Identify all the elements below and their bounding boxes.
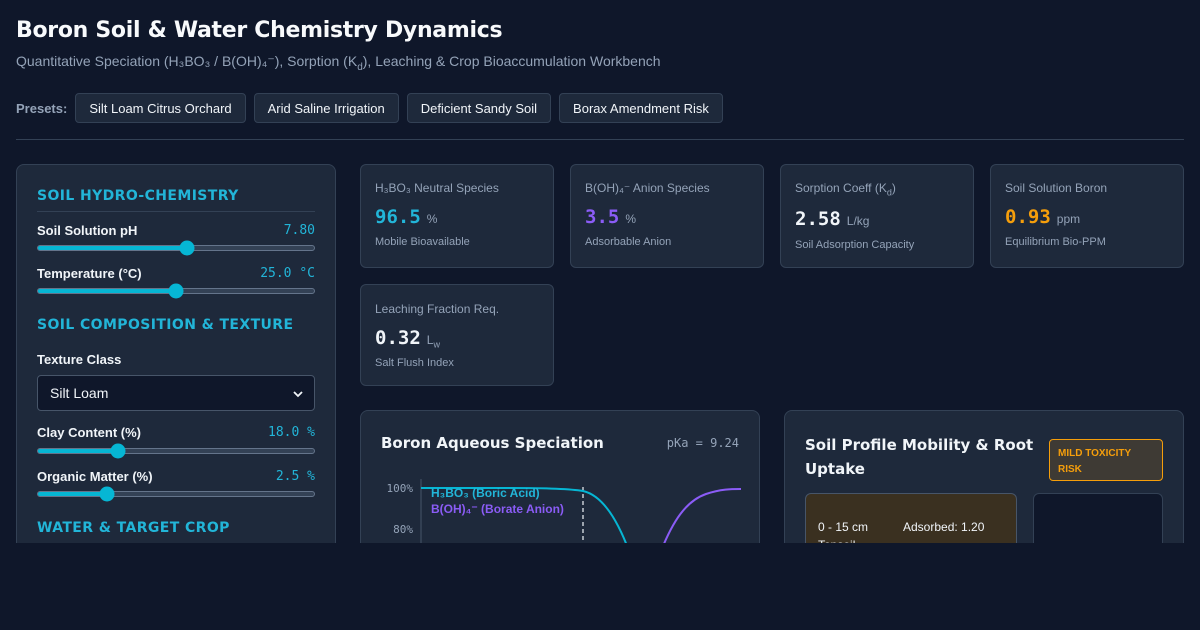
temperature-slider[interactable] [37,283,315,299]
metric-value: 0.32 Lw [375,327,440,350]
speciation-chart: 100% 80% H₃BO₃ (Boric Acid) B(OH)₄⁻ (Bor… [387,479,742,609]
metric-label: H₃BO₃ Neutral Species [375,181,499,195]
metric-card-neutral: H₃BO₃ Neutral Species 96.5% Mobile Bioav… [360,164,554,268]
y-tick-label: 100% [387,482,414,495]
chevron-down-icon [293,391,303,398]
metric-value: 3.5% [585,206,636,228]
temperature-value: 25.0 °C [260,266,315,281]
header-divider [16,139,1184,140]
ph-value: 7.80 [283,223,315,238]
organic-matter-value: 2.5 % [275,469,315,484]
ph-slider-fill [38,246,188,250]
chart-title: Boron Aqueous Speciation [381,434,604,452]
preset-arid-saline-button[interactable]: Arid Saline Irrigation [253,93,399,123]
profile-title: Soil Profile Mobility & Root Uptake [805,436,1034,478]
page-subtitle: Quantitative Speciation (H₃BO₃ / B(OH)₄⁻… [16,53,661,73]
preset-borax-risk-button[interactable]: Borax Amendment Risk [559,93,723,123]
metric-label: B(OH)₄⁻ Anion Species [585,181,710,195]
presets-label: Presets: [16,100,68,116]
metric-card-solution-boron: Soil Solution Boron 0.93 ppm Equilibrium … [990,164,1184,268]
metric-card-sorption: Sorption Coeff (Kd) 2.58 L/kg Soil Adsorp… [780,164,974,268]
metric-desc: Adsorbable Anion [585,236,672,248]
texture-select[interactable]: Silt Loam [37,375,315,411]
clay-slider-thumb[interactable] [110,443,126,459]
preset-deficient-sandy-button[interactable]: Deficient Sandy Soil [406,93,552,123]
toxicity-risk-badge: MILD TOXICITY RISK [1049,439,1163,481]
metric-value: 2.58 L/kg [795,208,870,230]
metric-desc: Equilibrium Bio-PPM [1005,236,1106,248]
temperature-slider-fill [38,289,176,293]
ph-label: Soil Solution pH [37,223,138,238]
section-title-hydro: SOIL HYDRO-CHEMISTRY [37,188,239,204]
section-divider [37,211,315,212]
metric-card-leaching: Leaching Fraction Req. 0.32 Lw Salt Flush… [360,284,554,386]
ph-slider[interactable] [37,240,315,256]
pka-label: pKa = 9.24 [666,436,739,450]
texture-label: Texture Class [37,352,122,367]
temperature-label: Temperature (°C) [37,266,142,281]
temperature-slider-thumb[interactable] [168,283,184,299]
viewport-cutoff [0,543,1200,630]
metric-desc: Soil Adsorption Capacity [795,239,915,251]
metric-card-anion: B(OH)₄⁻ Anion Species 3.5% Adsorbable An… [570,164,764,268]
organic-matter-slider-thumb[interactable] [99,486,115,502]
header: Boron Soil & Water Chemistry Dynamics Qu… [16,18,1184,73]
legend-borate-anion: B(OH)₄⁻ (Borate Anion) [431,502,564,516]
organic-matter-slider-fill [38,492,107,496]
presets-bar: Presets: Silt Loam Citrus Orchard Arid S… [16,93,723,123]
metric-label: Leaching Fraction Req. [375,302,500,316]
clay-slider-fill [38,449,119,453]
metric-label: Sorption Coeff (Kd) [795,181,896,198]
metric-desc: Salt Flush Index [375,357,454,369]
clay-slider[interactable] [37,443,315,459]
layer-depth: 0 - 15 cm [818,520,869,534]
preset-silt-loam-button[interactable]: Silt Loam Citrus Orchard [75,93,246,123]
organic-matter-label: Organic Matter (%) [37,469,153,484]
organic-matter-slider[interactable] [37,486,315,502]
metric-value: 0.93 ppm [1005,206,1081,228]
section-title-water-crop: WATER & TARGET CROP [37,520,230,536]
legend-boric-acid: H₃BO₃ (Boric Acid) [431,486,540,500]
layer-adsorbed: Adsorbed: 1.20 [903,520,985,534]
metric-desc: Mobile Bioavailable [375,236,470,248]
series-line-boric-acid [421,487,630,552]
section-title-composition: SOIL COMPOSITION & TEXTURE [37,317,294,333]
clay-label: Clay Content (%) [37,425,141,440]
ph-slider-thumb[interactable] [179,240,195,256]
page-title: Boron Soil & Water Chemistry Dynamics [16,18,503,43]
clay-value: 18.0 % [268,425,315,440]
y-tick-label: 80% [393,523,413,536]
series-line-borate-anion [660,488,742,552]
metric-label: Soil Solution Boron [1005,181,1108,195]
texture-selected-value: Silt Loam [50,385,109,401]
metric-value: 96.5% [375,206,438,228]
controls-panel: SOIL HYDRO-CHEMISTRY Soil Solution pH 7.… [16,164,336,564]
